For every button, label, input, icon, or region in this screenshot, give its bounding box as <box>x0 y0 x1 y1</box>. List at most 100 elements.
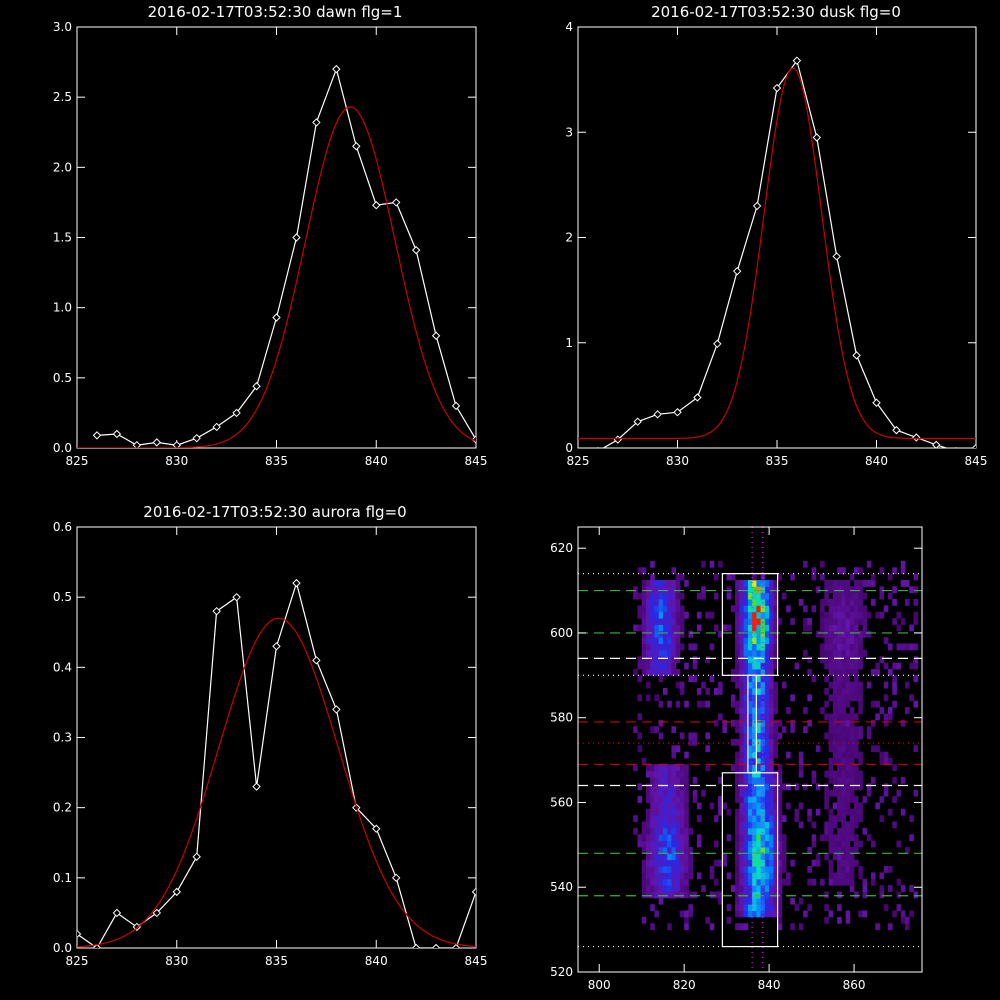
heatmap-cell <box>837 827 842 835</box>
heatmap-cell <box>781 681 787 689</box>
heatmap-cell <box>764 586 770 594</box>
heatmap-cell <box>854 599 859 606</box>
heatmap-cell <box>667 923 672 931</box>
heatmap-cell <box>781 834 787 842</box>
heatmap-cell <box>747 675 753 683</box>
heatmap-cell <box>854 713 859 721</box>
heatmap-cell <box>841 681 846 689</box>
data-point <box>391 873 401 883</box>
heatmap-cell <box>845 662 851 670</box>
heatmap-cell <box>675 770 681 778</box>
heatmap-cell <box>837 847 842 854</box>
heatmap-cell <box>824 789 829 797</box>
heatmap-cell <box>637 694 643 702</box>
heatmap-cell <box>675 592 681 600</box>
heatmap-cell <box>726 872 732 880</box>
heatmap-cell <box>820 599 825 606</box>
heatmap-cell <box>845 847 851 854</box>
heatmap-cell <box>845 675 851 683</box>
heatmap-cell <box>888 923 893 931</box>
heatmap-cell <box>650 669 655 676</box>
heatmap-cell <box>658 891 664 899</box>
heatmap-cell <box>760 649 766 657</box>
heatmap-cell <box>769 630 774 638</box>
heatmap-cell <box>828 834 834 842</box>
heatmap-cell <box>777 897 783 905</box>
heatmap-cell <box>662 783 668 791</box>
heatmap-cell <box>752 700 757 708</box>
heatmap-cell <box>735 649 740 657</box>
heatmap-cell <box>675 586 681 594</box>
heatmap-cell <box>837 656 842 664</box>
heatmap-cell <box>667 821 672 829</box>
heatmap-cell <box>841 751 846 759</box>
heatmap-cell <box>786 605 791 613</box>
heatmap-cell <box>837 681 842 689</box>
heatmap-cell <box>743 726 749 733</box>
heatmap-cell <box>747 656 753 664</box>
heatmap-cell <box>769 872 774 880</box>
heatmap-cell <box>747 643 753 651</box>
data-point <box>812 133 822 142</box>
heatmap-cell <box>773 580 778 587</box>
heatmap-cell <box>671 834 676 842</box>
heatmap-cell <box>841 866 846 873</box>
heatmap-cell <box>764 764 770 772</box>
heatmap-cell <box>743 840 749 848</box>
heatmap-cell <box>832 669 838 676</box>
heatmap-cell <box>845 618 851 625</box>
heatmap-cell <box>705 745 710 753</box>
heatmap-cell <box>807 904 812 911</box>
heatmap-cell <box>871 872 876 880</box>
heatmap-cell <box>845 808 851 816</box>
heatmap-cell <box>858 707 863 714</box>
heatmap-cell <box>769 866 774 873</box>
heatmap-cell <box>675 599 681 606</box>
data-point <box>633 417 642 426</box>
heatmap-cell <box>841 669 846 676</box>
heatmap-cell <box>798 599 804 606</box>
heatmap-cell <box>769 770 774 778</box>
heatmap-cell <box>832 732 838 740</box>
heatmap-cell <box>654 592 659 600</box>
heatmap-cell <box>739 681 744 689</box>
heatmap-cell <box>739 834 744 842</box>
heatmap-cell <box>735 923 740 931</box>
heatmap-cell <box>777 783 783 791</box>
heatmap-cell <box>752 808 757 816</box>
heatmap-cell <box>832 649 838 657</box>
heatmap-cell <box>650 827 655 835</box>
heatmap-cell <box>760 777 766 784</box>
heatmap-cell <box>747 821 753 829</box>
heatmap-cell <box>735 764 740 772</box>
heatmap-cell <box>760 827 766 835</box>
heatmap-cell <box>845 916 851 924</box>
heatmap-cell <box>675 669 681 676</box>
heatmap-cell <box>684 885 689 892</box>
heatmap-cell <box>658 770 664 778</box>
heatmap-cell <box>760 605 766 613</box>
heatmap-cell <box>824 796 829 803</box>
heatmap-cell <box>773 681 778 689</box>
heatmap-cell <box>769 624 774 632</box>
heatmap-cell <box>858 599 863 606</box>
heatmap-cell <box>662 605 668 613</box>
heatmap-cell <box>684 891 689 899</box>
heatmap-cell <box>832 770 838 778</box>
heatmap-cell <box>730 675 736 683</box>
heatmap-cell <box>777 796 783 803</box>
heatmap-cell <box>841 624 846 632</box>
heatmap-cell <box>862 592 868 600</box>
heatmap-cell <box>841 878 846 886</box>
heatmap-cell <box>654 726 659 733</box>
heatmap-cell <box>654 662 659 670</box>
heatmap-cell <box>671 751 676 759</box>
heatmap-cell <box>747 738 753 746</box>
heatmap-cell <box>777 916 783 924</box>
heatmap-cell <box>837 872 842 880</box>
data-point <box>872 398 881 407</box>
heatmap-cell <box>879 656 885 664</box>
heatmap-cell <box>845 878 851 886</box>
heatmap-cell <box>743 751 749 759</box>
heatmap-cell <box>743 891 749 899</box>
